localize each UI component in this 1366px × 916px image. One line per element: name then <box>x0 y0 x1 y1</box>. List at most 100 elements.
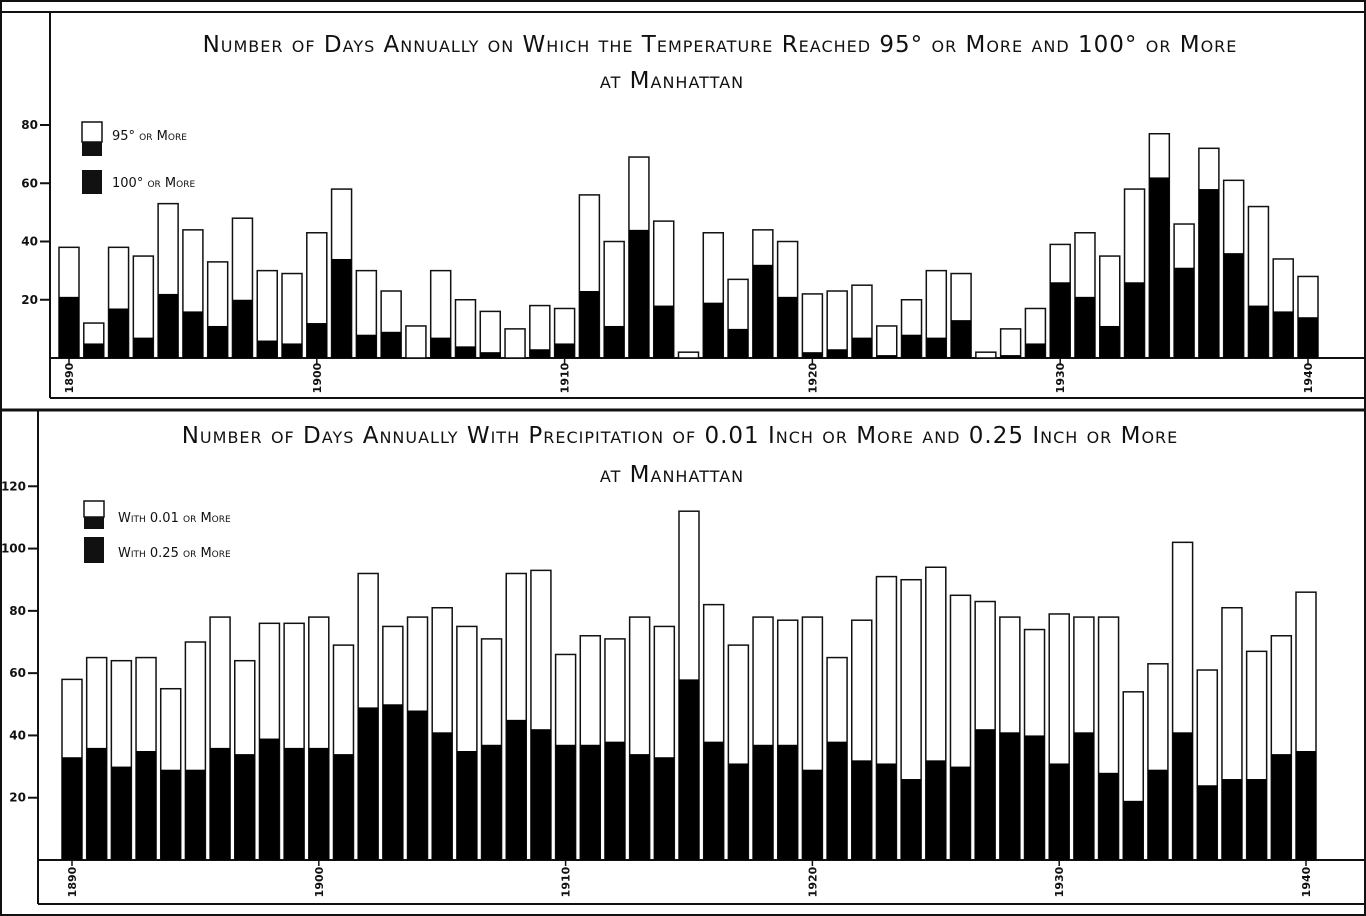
temperature-bar-1915-outer <box>677 351 700 359</box>
temperature-chart: Number of Days Annually on Which the Tem… <box>21 12 1365 399</box>
precipitation-bar-1914-inner <box>654 757 675 860</box>
temperature-bar-1931-inner <box>1074 296 1095 358</box>
temperature-bar-1939-inner <box>1273 311 1294 358</box>
temperature-bar-1907-outer <box>479 310 502 359</box>
temperature-bar-1899-inner <box>282 343 303 358</box>
temperature-bar-1894-inner <box>158 293 179 358</box>
legend-100-or-more: 100° or More <box>82 170 195 194</box>
precipitation-ytick-label: 20 <box>9 791 26 805</box>
precipitation-bar-1938-inner <box>1246 779 1267 860</box>
legend-001-swatch-black <box>84 517 104 529</box>
precipitation-bars <box>61 510 1317 861</box>
precipitation-bar-1933-inner <box>1123 800 1144 860</box>
precipitation-bar-1904-inner <box>407 710 428 860</box>
precipitation-bar-1913-inner <box>629 754 650 860</box>
temperature-bar-1895-inner <box>182 311 203 358</box>
precipitation-bar-1898-inner <box>259 738 280 860</box>
temperature-bars <box>58 132 1319 359</box>
legend-95-swatch-black <box>82 142 102 156</box>
precipitation-bar-1916-inner <box>703 741 724 860</box>
legend-100-label: 100° or More <box>112 176 195 191</box>
temperature-bar-1896-inner <box>207 325 228 358</box>
temperature-bar-1909-inner <box>529 349 550 358</box>
temperature-bar-1917-inner <box>728 328 749 358</box>
precipitation-xtick-label: 1890 <box>66 866 79 897</box>
temperature-x-ticks: 1890 1900 1910 1920 1930 1940 <box>63 358 1315 393</box>
precipitation-bar-1929-inner <box>1024 735 1045 860</box>
temperature-xtick-label: 1920 <box>806 362 819 393</box>
precipitation-bar-1921-inner <box>827 741 848 860</box>
precipitation-ytick-label: 100 <box>1 542 26 556</box>
precipitation-bar-1906-inner <box>456 751 477 860</box>
precipitation-bar-1890-inner <box>62 757 82 860</box>
precipitation-xtick-label: 1920 <box>806 866 819 897</box>
precipitation-bar-1926-inner <box>950 766 971 860</box>
temperature-bar-1891-inner <box>83 343 104 358</box>
legend-95-swatch-white <box>81 121 103 143</box>
precipitation-bar-1940-inner <box>1296 751 1316 860</box>
temperature-bar-1938-inner <box>1248 305 1269 358</box>
temperature-bar-1937-inner <box>1223 253 1244 358</box>
temperature-bar-1910-inner <box>554 343 575 358</box>
temperature-bar-1935-inner <box>1174 267 1195 358</box>
temperature-bar-1912-inner <box>604 325 625 358</box>
temperature-bar-1920-outer <box>801 293 824 359</box>
temperature-bar-1925-inner <box>926 337 947 358</box>
precipitation-bar-1932-inner <box>1098 772 1119 860</box>
temperature-bar-1930-inner <box>1050 282 1071 358</box>
temperature-bar-1916-inner <box>703 302 724 358</box>
precipitation-bar-1922-inner <box>851 760 872 860</box>
temperature-bar-1903-inner <box>381 331 402 358</box>
legend-95-label: 95° or More <box>112 129 187 144</box>
precipitation-bar-1924-inner <box>901 779 922 860</box>
temperature-bar-1934-inner <box>1149 177 1170 358</box>
precipitation-bar-1896-inner <box>210 747 231 860</box>
temperature-bar-1933-inner <box>1124 282 1145 358</box>
temperature-bar-1940-inner <box>1298 317 1318 358</box>
precipitation-bar-1937-inner <box>1221 779 1242 860</box>
legend-100-swatch <box>82 170 102 194</box>
precipitation-bar-1908-inner <box>506 719 527 860</box>
precipitation-x-ticks: 1890 1900 1910 1920 1930 1940 <box>66 860 1313 897</box>
temperature-y-ticks: 20 40 60 80 <box>21 118 50 307</box>
temperature-bar-1921-outer <box>826 290 848 359</box>
precipitation-ytick-label: 40 <box>9 728 26 742</box>
temperature-xtick-label: 1940 <box>1302 362 1315 393</box>
temperature-bar-1926-inner <box>951 320 972 358</box>
precipitation-bar-1928-inner <box>999 732 1020 860</box>
precipitation-bar-1930-inner <box>1049 763 1070 860</box>
precipitation-bar-1909-inner <box>530 729 551 860</box>
temperature-bar-1922-inner <box>851 337 872 358</box>
temperature-xtick-label: 1930 <box>1054 362 1067 393</box>
temperature-bar-1897-inner <box>232 299 253 358</box>
temperature-bar-1923-outer <box>875 325 898 359</box>
precipitation-chart: Number of Days Annually With Precipitati… <box>1 410 1365 905</box>
temperature-bar-1901-inner <box>331 258 352 358</box>
precipitation-bar-1892-inner <box>111 766 132 860</box>
precipitation-chart-subtitle: at Manhattan <box>600 462 744 488</box>
precipitation-bar-1905-inner <box>432 732 453 860</box>
temperature-bar-1900-inner <box>306 323 327 358</box>
temperature-bar-1898-inner <box>257 340 278 358</box>
precipitation-bar-1899-inner <box>284 747 305 860</box>
temperature-bar-1928-outer <box>999 328 1022 359</box>
precipitation-xtick-label: 1940 <box>1300 866 1313 897</box>
legend-025-or-more: With 0.25 or More <box>84 537 231 563</box>
legend-001-or-more: With 0.01 or More <box>83 500 231 529</box>
precipitation-xtick-label: 1930 <box>1053 866 1066 897</box>
temperature-chart-subtitle: at Manhattan <box>600 68 744 94</box>
precipitation-bar-1936-inner <box>1197 785 1218 860</box>
temperature-bar-1908-outer <box>504 328 526 359</box>
precipitation-bar-1920-inner <box>802 769 823 860</box>
temperature-bar-1906-inner <box>455 346 476 358</box>
temperature-bar-1936-inner <box>1198 189 1219 358</box>
legend-001-label: With 0.01 or More <box>118 511 231 526</box>
precipitation-bar-1891-inner <box>86 747 107 860</box>
precipitation-bar-1927-inner <box>975 729 996 860</box>
temperature-bar-1921-inner <box>827 349 848 358</box>
precipitation-bar-1894-inner <box>160 769 181 860</box>
temperature-bar-1902-inner <box>356 334 377 358</box>
precipitation-bar-1901-inner <box>333 754 354 860</box>
temperature-bar-1913-inner <box>628 229 649 358</box>
temperature-bar-1919-inner <box>777 296 798 358</box>
